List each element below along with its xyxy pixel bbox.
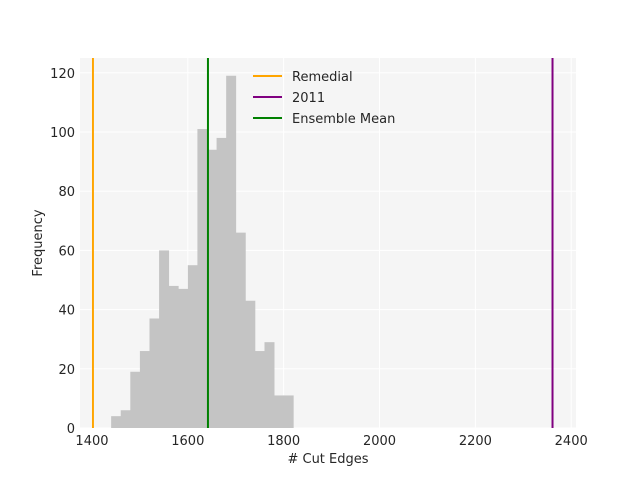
histogram-bar — [235, 232, 246, 428]
x-tick-label: 2200 — [459, 434, 492, 449]
x-tick-label: 2000 — [363, 434, 396, 449]
legend-label: Ensemble Mean — [292, 112, 395, 127]
histogram-bar — [197, 129, 208, 429]
histogram-bar — [226, 75, 237, 428]
histogram-bar — [168, 285, 179, 428]
y-tick-label: 100 — [50, 126, 75, 141]
legend-item: 2011 — [253, 91, 325, 106]
histogram-bar — [264, 342, 275, 428]
x-tick-label: 1400 — [75, 434, 108, 449]
histogram-bar — [283, 395, 294, 428]
histogram-bar — [120, 410, 131, 428]
x-tick-label: 2400 — [555, 434, 588, 449]
histogram-bar — [216, 137, 227, 429]
legend-item: Ensemble Mean — [253, 112, 395, 127]
legend-label: 2011 — [292, 91, 325, 106]
legend-item: Remedial — [253, 70, 353, 85]
y-tick-label: 120 — [50, 67, 75, 82]
histogram-bar — [149, 318, 160, 428]
y-tick-label: 40 — [58, 304, 75, 319]
y-tick-label: 20 — [58, 363, 75, 378]
histogram-bar — [245, 300, 256, 428]
histogram-bar — [187, 265, 198, 428]
legend: Remedial 2011 Ensemble Mean — [253, 70, 395, 127]
x-tick-label: 1800 — [267, 434, 300, 449]
y-tick-label: 80 — [58, 185, 75, 200]
histogram-bar — [254, 351, 265, 428]
y-tick-label: 0 — [67, 422, 75, 437]
reference-lines — [91, 58, 554, 428]
y-axis-label: Frequency — [31, 209, 46, 276]
histogram-bar — [206, 149, 217, 428]
histogram-bar — [111, 416, 122, 428]
histogram-bar — [139, 351, 150, 428]
histogram-bar — [130, 371, 141, 428]
histogram-bar — [159, 250, 170, 428]
legend-label: Remedial — [292, 70, 353, 85]
y-axis-ticks: 0 20 40 60 80 100 120 — [50, 67, 75, 437]
x-tick-label: 1600 — [171, 434, 204, 449]
histogram-bar — [274, 395, 285, 428]
x-axis-label: # Cut Edges — [287, 452, 368, 467]
histogram-bar — [178, 288, 189, 428]
histogram-bars — [111, 75, 294, 429]
x-axis-ticks: 1400 1600 1800 2000 2200 2400 — [75, 434, 587, 449]
y-tick-label: 60 — [58, 244, 75, 259]
